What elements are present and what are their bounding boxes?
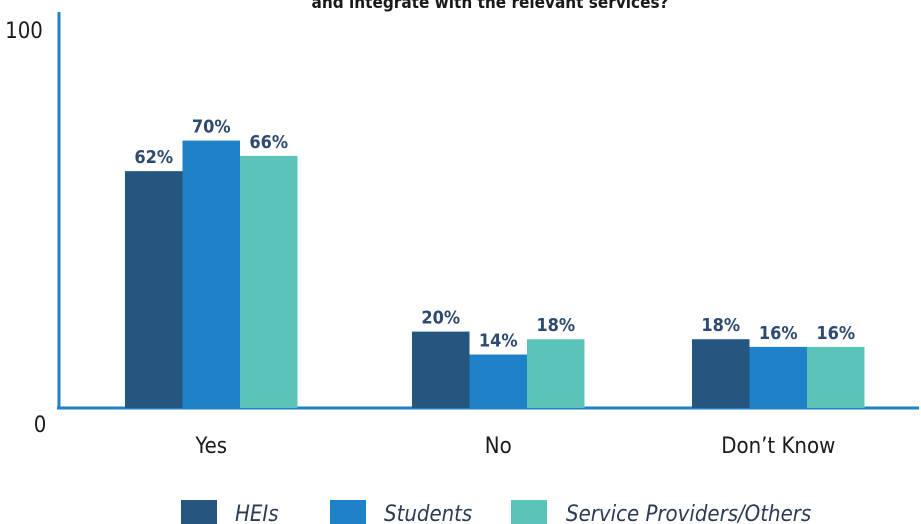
legend-swatch-students bbox=[330, 500, 366, 524]
data-label-yes-students: 70% bbox=[192, 117, 231, 138]
legend-swatch-heis bbox=[181, 500, 217, 524]
legend-label-students: Students bbox=[384, 502, 472, 524]
y-tick-label-bottom: 0 bbox=[34, 413, 47, 438]
bar-no-heis bbox=[412, 331, 470, 408]
bar-no-service-providers-others bbox=[527, 339, 585, 408]
data-label-no-service-providers-others: 18% bbox=[536, 315, 575, 336]
category-label-no: No bbox=[485, 434, 512, 459]
bar-yes-service-providers-others bbox=[240, 155, 298, 408]
legend-label-service-providers-others: Service Providers/Others bbox=[566, 502, 811, 524]
bar-yes-heis bbox=[125, 171, 183, 408]
data-label-don-t-know-service-providers-others: 16% bbox=[816, 323, 855, 344]
data-label-no-students: 14% bbox=[479, 331, 518, 352]
bar-don-t-know-service-providers-others bbox=[807, 346, 865, 408]
legend-label-heis: HEIs bbox=[235, 502, 279, 524]
data-label-yes-heis: 62% bbox=[134, 147, 173, 168]
bar-yes-students bbox=[182, 140, 240, 408]
bar-no-students bbox=[469, 354, 527, 408]
y-tick-label-top: 100 bbox=[5, 19, 43, 44]
bars-layer bbox=[125, 140, 865, 408]
data-labels-layer: 62% 70% 66% 20% 14% 18% 18% 16% 16% bbox=[134, 117, 855, 352]
bar-don-t-know-heis bbox=[692, 339, 750, 408]
category-label-yes: Yes bbox=[194, 434, 227, 459]
legend-swatch-service-providers-others bbox=[511, 500, 547, 524]
category-labels-layer: Yes No Don’t Know bbox=[194, 434, 835, 459]
data-label-don-t-know-heis: 18% bbox=[701, 315, 740, 336]
data-label-no-heis: 20% bbox=[421, 308, 460, 329]
bar-don-t-know-students bbox=[749, 346, 807, 408]
data-label-don-t-know-students: 16% bbox=[759, 323, 798, 344]
data-label-yes-service-providers-others: 66% bbox=[249, 132, 288, 153]
chart-title: and integrate with the relevant services… bbox=[312, 0, 669, 13]
legend: HEIs Students Service Providers/Others bbox=[181, 500, 811, 524]
category-label-don-t-know: Don’t Know bbox=[721, 434, 835, 459]
